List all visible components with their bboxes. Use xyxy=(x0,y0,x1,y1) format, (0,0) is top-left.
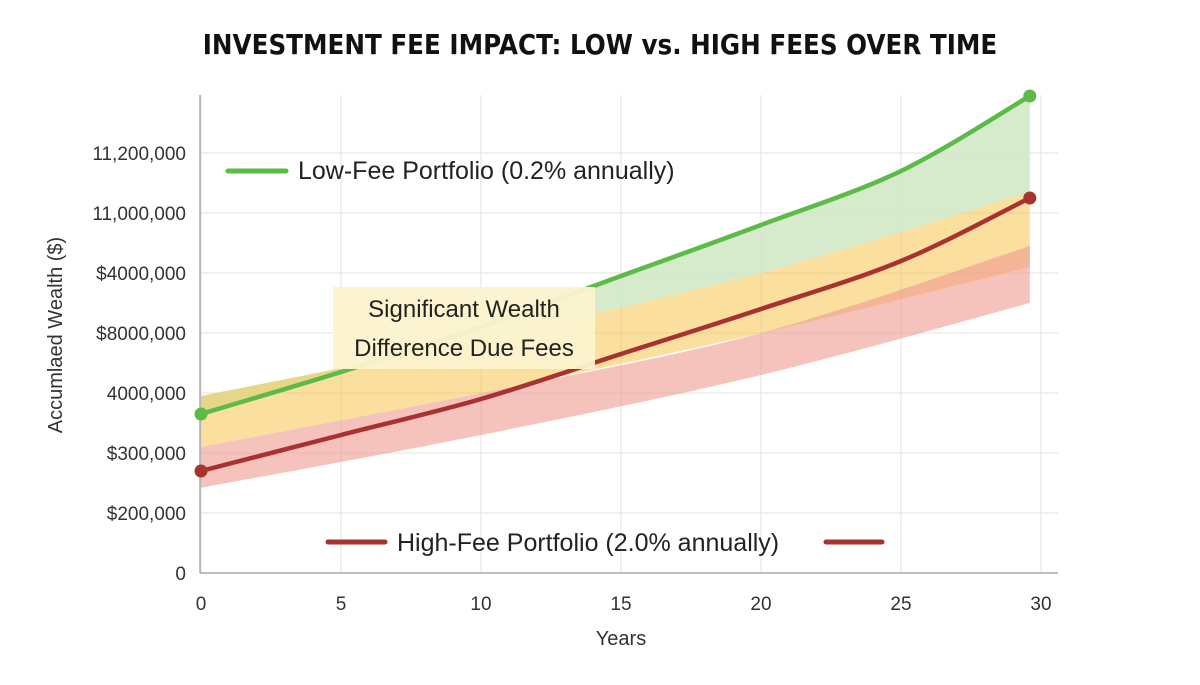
series-point-low-fee-start xyxy=(194,407,208,421)
y-tick-label: 4000,000 xyxy=(107,384,186,405)
series-lines xyxy=(198,93,1033,474)
x-tick-label: 5 xyxy=(336,594,347,615)
x-tick-label: 20 xyxy=(750,594,771,615)
y-tick-label: 0 xyxy=(175,564,186,585)
annotation-callout: Significant Wealth Difference Due Fees xyxy=(333,287,595,369)
annotation-box xyxy=(333,287,595,369)
x-tick-label: 0 xyxy=(196,594,207,615)
legend-low-fee-label: Low-Fee Portfolio (0.2% annually) xyxy=(298,157,675,185)
x-tick-label: 25 xyxy=(890,594,911,615)
x-tick-label: 30 xyxy=(1030,594,1051,615)
y-tick-labels: 0 $200,000 $300,000 4000,000 $8000,000 $4000,… xyxy=(92,144,186,585)
uncertainty-bands xyxy=(201,96,1030,488)
x-tick-labels: 0 5 10 15 20 25 30 xyxy=(196,594,1052,615)
annotation-line-2: Difference Due Fees xyxy=(354,335,574,362)
series-point-high-fee-end xyxy=(1023,191,1037,205)
y-tick-label: $4000,000 xyxy=(96,264,186,285)
axes xyxy=(199,95,1058,574)
legend-high-fee: High-Fee Portfolio (2.0% annually) xyxy=(325,529,885,557)
y-tick-label: 11,200,000 xyxy=(92,144,186,165)
y-tick-label: 11,000,000 xyxy=(92,204,186,225)
y-tick-label: $300,000 xyxy=(107,444,186,465)
series-point-high-fee-start xyxy=(194,464,208,478)
legend-low-fee: Low-Fee Portfolio (0.2% annually) xyxy=(225,157,675,185)
band-high-fee-range xyxy=(201,246,1030,488)
series-line-high-fee xyxy=(198,195,1033,474)
annotation-line-1: Significant Wealth xyxy=(368,296,560,323)
y-axis-title: Accumlaed Wealth ($) xyxy=(45,237,67,433)
y-tick-label: $200,000 xyxy=(107,504,186,525)
x-tick-label: 10 xyxy=(470,594,491,615)
legend-high-fee-label: High-Fee Portfolio (2.0% annually) xyxy=(397,529,779,557)
x-axis-title: Years xyxy=(596,628,646,650)
series-line-low-fee xyxy=(198,93,1033,417)
x-tick-label: 15 xyxy=(610,594,631,615)
band-low-fee-range xyxy=(201,192,1030,447)
y-tick-label: $8000,000 xyxy=(96,324,186,345)
chart-title: INVESTMENT FEE IMPACT: LOW vs. HIGH FEES… xyxy=(202,28,998,61)
series-point-low-fee-end xyxy=(1023,89,1037,103)
series-points xyxy=(194,89,1037,478)
